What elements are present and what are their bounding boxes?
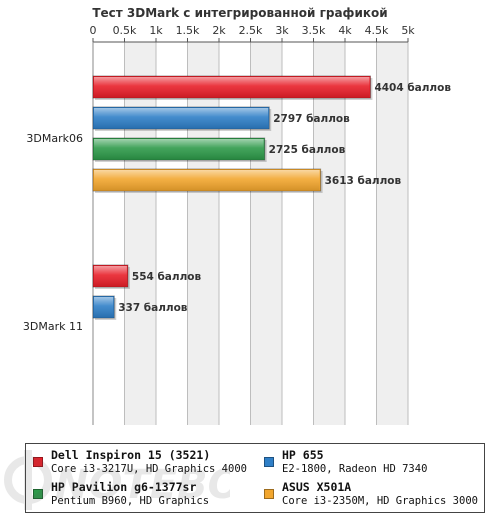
- bar: [92, 168, 323, 193]
- legend-name: Dell Inspiron 15 (3521): [51, 448, 211, 462]
- bar: [92, 295, 117, 320]
- data-label: 4404 баллов: [374, 82, 451, 94]
- category-label: 3DMark 11: [23, 320, 83, 333]
- x-tick-label: 2k: [212, 24, 226, 37]
- x-tick-label: 3.5k: [302, 24, 326, 37]
- grid-band: [376, 42, 408, 425]
- legend-swatch: [33, 457, 43, 467]
- legend-item: ASUS X501A Core i3-2350M, HD Graphics 300…: [264, 480, 478, 508]
- bar-chart: Тест 3DMark с интегрированной графикой 0…: [23, 6, 451, 425]
- x-tick-label: 1.5k: [176, 24, 200, 37]
- bar: [92, 137, 267, 162]
- x-tick-label: 3k: [275, 24, 289, 37]
- x-tick-label: 0.5k: [113, 24, 137, 37]
- data-label: 3613 баллов: [325, 175, 402, 187]
- legend-swatch: [264, 489, 274, 499]
- bar: [92, 264, 130, 289]
- legend-name: ASUS X501A: [282, 480, 352, 494]
- x-tick-label: 4.5k: [365, 24, 389, 37]
- grid-band: [187, 42, 219, 425]
- grid-band: [250, 42, 282, 425]
- data-label: 554 баллов: [132, 271, 202, 283]
- data-label: 2725 баллов: [269, 144, 346, 156]
- grid-band: [313, 42, 345, 425]
- legend-item: HP Pavilion g6-1377sr Pentium B960, HD Gr…: [33, 480, 209, 508]
- category-label: 3DMark06: [26, 132, 83, 145]
- x-tick-label: 0: [90, 24, 97, 37]
- legend-spec: Pentium B960, HD Graphics: [51, 495, 210, 507]
- legend: Dell Inspiron 15 (3521) Core i3-3217U, HD…: [25, 443, 485, 513]
- x-tick-label: 2.5k: [239, 24, 263, 37]
- bar: [92, 106, 272, 131]
- legend-name: HP 655: [282, 448, 324, 462]
- legend-spec: E2-1800, Radeon HD 7340: [282, 463, 428, 475]
- x-tick-label: 5k: [401, 24, 415, 37]
- legend-spec: Core i3-3217U, HD Graphics 4000: [51, 463, 247, 475]
- grid-band: [124, 42, 156, 425]
- x-tick-label: 1k: [149, 24, 163, 37]
- legend-swatch: [33, 489, 43, 499]
- legend-swatch: [264, 457, 274, 467]
- legend-name: HP Pavilion g6-1377sr: [51, 480, 197, 494]
- legend-item: HP 655 E2-1800, Radeon HD 7340: [264, 448, 427, 476]
- data-label: 2797 баллов: [273, 113, 350, 125]
- legend-item: Dell Inspiron 15 (3521) Core i3-3217U, HD…: [33, 448, 247, 476]
- x-tick-label: 4k: [338, 24, 352, 37]
- bar: [92, 75, 373, 100]
- data-label: 337 баллов: [118, 302, 188, 314]
- legend-spec: Core i3-2350M, HD Graphics 3000: [282, 495, 478, 507]
- chart-title: Тест 3DMark с интегрированной графикой: [92, 6, 387, 20]
